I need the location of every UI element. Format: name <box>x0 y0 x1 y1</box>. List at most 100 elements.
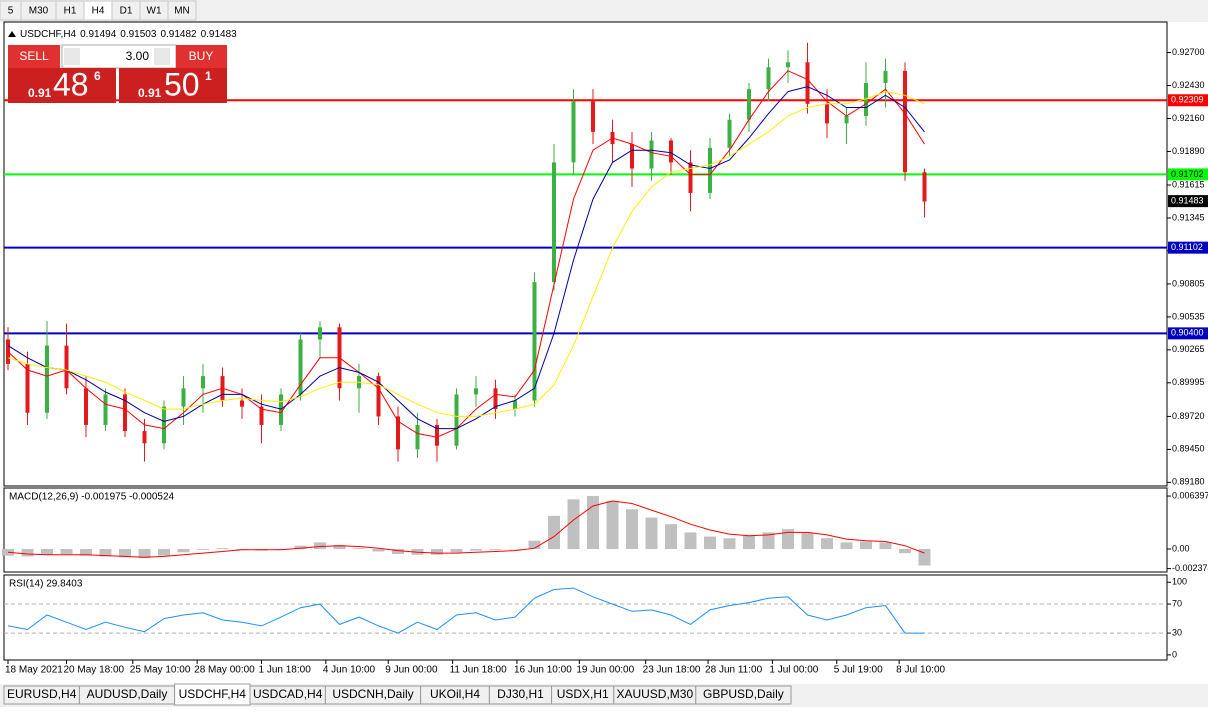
y-tick-label: 70 <box>1172 598 1182 608</box>
x-tick-label: 11 Jun 18:00 <box>450 665 508 676</box>
lot-down[interactable] <box>64 48 80 65</box>
candle-body <box>922 172 927 202</box>
sell-price-box[interactable] <box>8 68 116 103</box>
sell-label[interactable]: SELL <box>19 49 49 63</box>
candle-body <box>532 282 537 401</box>
candle-body <box>376 376 381 417</box>
y-tick-label: 0.006397 <box>1172 490 1208 500</box>
y-tick-label: 0.92430 <box>1172 80 1205 90</box>
symbol-header: USDCHF,H4 0.91494 0.91503 0.91482 0.91483 <box>20 29 237 40</box>
timeframe-label[interactable]: MN <box>174 6 190 17</box>
histogram-bar <box>918 548 931 566</box>
timeframe-label[interactable]: W1 <box>147 6 162 17</box>
timeframe-label[interactable]: H1 <box>64 6 77 17</box>
candle-body <box>201 376 205 389</box>
candle-body <box>259 406 264 425</box>
histogram-bar <box>567 499 580 549</box>
histogram-bar <box>548 515 560 549</box>
tab-label[interactable]: USDCAD,H4 <box>253 687 323 701</box>
y-tick-label: 0.92160 <box>1172 113 1205 123</box>
collapse-icon[interactable] <box>8 31 16 37</box>
candle-body <box>298 339 303 395</box>
candle-body <box>669 140 673 163</box>
histogram-bar <box>704 536 716 549</box>
sell-button[interactable] <box>8 45 60 68</box>
histogram-bar <box>626 509 638 549</box>
rsi-pane <box>3 574 1168 661</box>
candle-body <box>630 144 634 169</box>
tab-label[interactable]: USDCHF,H4 <box>179 687 247 701</box>
tab-label[interactable]: EURUSD,H4 <box>7 687 77 701</box>
candle-body <box>103 394 108 425</box>
level-label-box <box>1168 327 1208 340</box>
lot-value[interactable]: 3.00 <box>126 49 150 63</box>
histogram-bar <box>840 542 853 549</box>
histogram-bar <box>743 535 755 549</box>
histogram-bar <box>392 548 404 554</box>
histogram-bar <box>723 538 736 549</box>
y-tick-label: 0.89720 <box>1172 411 1205 421</box>
histogram-bar <box>762 532 775 549</box>
histogram-bar <box>197 548 209 550</box>
candle-body <box>747 89 751 120</box>
histogram-bar <box>372 548 385 552</box>
tab-label[interactable]: UKOil,H4 <box>430 687 480 701</box>
series-line <box>7 500 925 558</box>
timeframe-label[interactable]: M30 <box>29 6 49 17</box>
y-tick-label: -0.002374 <box>1172 563 1208 573</box>
last-price-box <box>1168 195 1208 208</box>
x-tick-label: 4 Jun 10:00 <box>323 665 376 676</box>
tab-label[interactable]: XAUUSD,M30 <box>616 687 693 701</box>
pane-title: MACD(12,26,9) -0.001975 -0.000524 <box>9 492 175 503</box>
candle-body <box>513 400 517 410</box>
candle-body <box>84 388 88 425</box>
histogram-bar <box>665 524 677 549</box>
buy-small: 1 <box>205 69 212 83</box>
tab-label[interactable]: GBPUSD,Daily <box>703 687 784 701</box>
buy-price-box[interactable] <box>119 68 227 103</box>
y-tick-label: 0.90265 <box>1172 344 1205 354</box>
header-field: USDCHF,H4 <box>20 29 77 40</box>
x-tick-label: 19 Jun 00:00 <box>576 665 634 676</box>
timeframe-label[interactable]: H4 <box>92 6 105 17</box>
y-tick-label: 0 <box>1172 649 1177 659</box>
candle-body <box>318 327 322 340</box>
candle-body <box>805 62 810 104</box>
x-tick-label: 20 May 18:00 <box>64 665 125 676</box>
x-tick-label: 28 May 00:00 <box>194 665 255 676</box>
x-tick-label: 9 Jun 00:00 <box>385 665 438 676</box>
histogram-bar <box>333 544 346 549</box>
buy-button[interactable] <box>176 45 227 68</box>
y-tick-label: 0.89180 <box>1172 477 1205 487</box>
histogram-bar <box>99 548 112 557</box>
histogram-bar <box>294 545 307 549</box>
histogram-bar <box>450 548 463 553</box>
tab-label[interactable]: USDCNH,Daily <box>332 687 413 701</box>
candle-body <box>766 67 771 90</box>
histogram-bar <box>587 496 599 549</box>
tab-label[interactable]: DJ30,H1 <box>497 687 544 701</box>
x-tick-label: 1 Jul 00:00 <box>769 665 818 676</box>
tab-label[interactable]: USDX,H1 <box>557 687 609 701</box>
lot-up[interactable] <box>154 48 170 65</box>
histogram-bar <box>879 542 892 549</box>
buy-big: 50 <box>164 66 200 102</box>
histogram-bar <box>606 500 619 549</box>
histogram-bar <box>782 529 794 549</box>
timeframe-label[interactable]: 5 <box>8 6 14 17</box>
tab-label[interactable]: AUDUSD,Daily <box>87 687 168 701</box>
tab[interactable] <box>695 685 792 705</box>
y-tick-label: 0.91890 <box>1172 146 1205 156</box>
header-field: 0.91482 <box>160 29 197 40</box>
candle-body <box>883 70 888 84</box>
timeframe-label[interactable]: D1 <box>120 6 133 17</box>
buy-label[interactable]: BUY <box>189 49 214 63</box>
histogram-bar <box>314 542 326 549</box>
candle-body <box>25 363 30 413</box>
timeframes: 5 M30 H1 H4 D1 W1 MN <box>0 0 197 21</box>
histogram-bar <box>821 538 833 549</box>
timeframe-button[interactable] <box>167 0 197 21</box>
x-tick-label: 28 Jun 11:00 <box>705 665 763 676</box>
x-tick-label: 18 May 2021 <box>5 665 63 676</box>
candle-body <box>181 388 186 407</box>
